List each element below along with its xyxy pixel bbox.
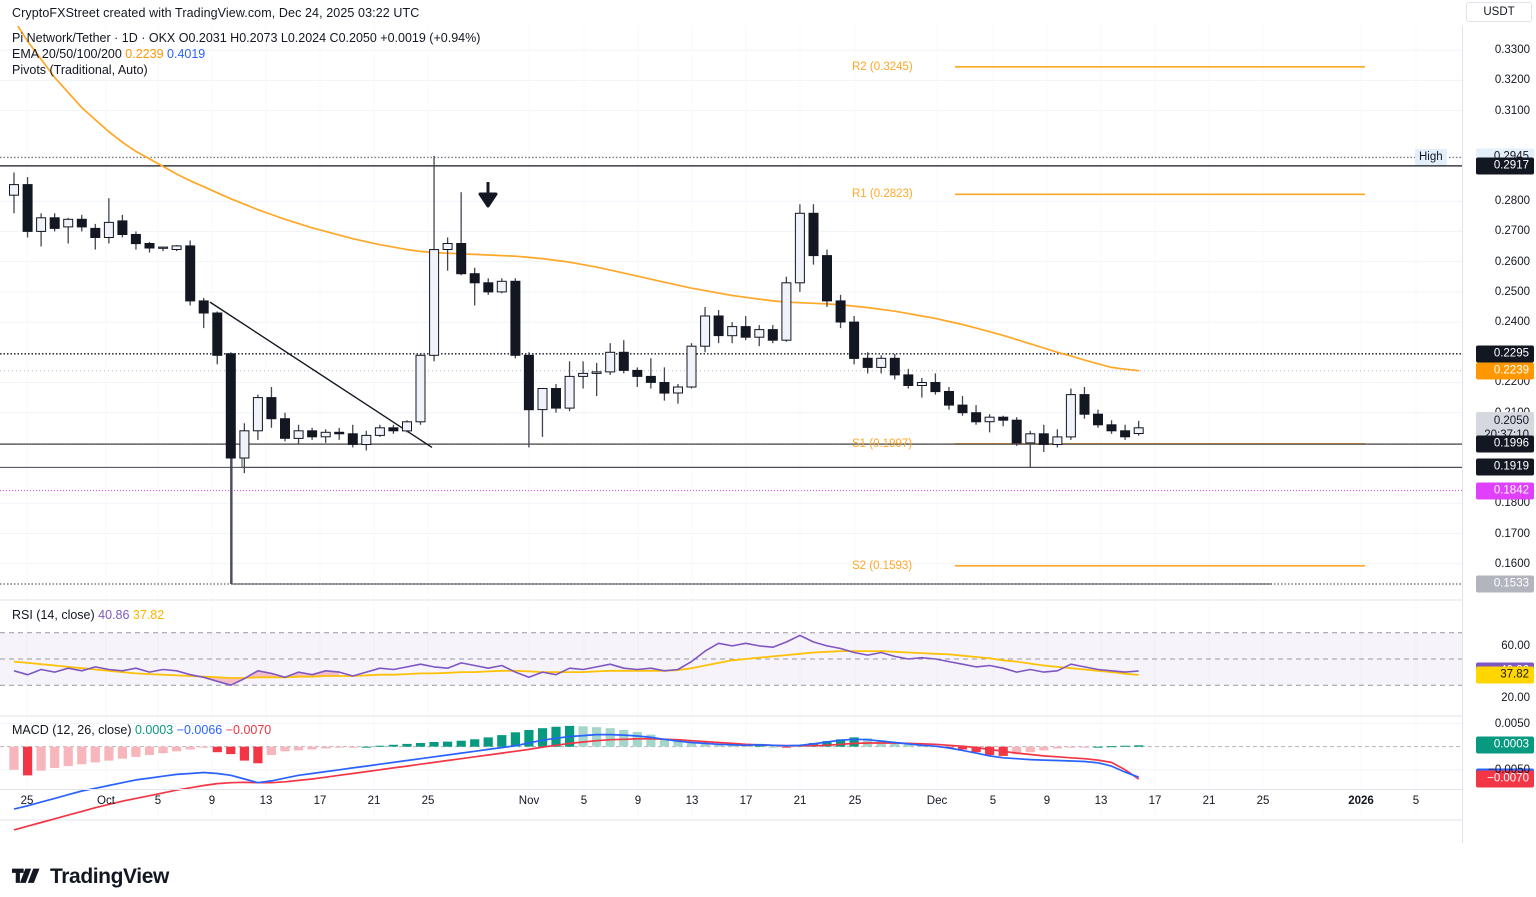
time-tick-21: 21 <box>1202 795 1216 807</box>
price-chart-svg <box>0 19 1462 831</box>
price-tick-0.2500: 0.2500 <box>1494 285 1530 298</box>
tradingview-wordmark: TradingView <box>50 865 169 888</box>
price-badge-value: 0.2050 <box>1493 414 1529 427</box>
macd-legend: MACD (12, 26, close) 0.0003 −0.0066 −0.0… <box>12 722 271 738</box>
time-tick-5: 5 <box>1412 795 1420 807</box>
price-tick-0.3300: 0.3300 <box>1494 44 1530 57</box>
time-tick-25: 25 <box>1256 795 1270 807</box>
rsi-tick-60.00: 60.00 <box>1501 639 1530 652</box>
price-tick-0.1600: 0.1600 <box>1494 557 1530 570</box>
time-tick-5: 5 <box>989 795 997 807</box>
price-tick-0.3200: 0.3200 <box>1494 74 1530 87</box>
legend-symbol: Pi Network/Tether · 1D · OKX <box>12 31 176 45</box>
time-tick-13: 13 <box>685 795 699 807</box>
time-tick-13: 13 <box>1094 795 1108 807</box>
attribution-text: CryptoFXStreet created with TradingView.… <box>12 6 420 20</box>
price-tick-0.2400: 0.2400 <box>1494 316 1530 329</box>
price-badge-0.1996: 0.1996 <box>1476 435 1534 453</box>
time-tick-13: 13 <box>259 795 273 807</box>
time-tick-17: 17 <box>739 795 753 807</box>
time-tick-Nov: Nov <box>518 795 540 807</box>
price-scale-unit: USDT <box>1466 2 1532 22</box>
macd-badge-0: 0.0003 <box>1476 736 1534 754</box>
price-tick-0.1800: 0.1800 <box>1494 497 1530 510</box>
legend-ema-value-1: 0.2239 <box>125 47 164 61</box>
time-tick-9: 9 <box>634 795 642 807</box>
macd-tick-0: 0.0050 <box>1494 717 1530 730</box>
legend-rsi-title: RSI (14, close) <box>12 608 95 622</box>
legend-ema-title: EMA 20/50/100/200 <box>12 47 122 61</box>
price-badge-0.1533: 0.1533 <box>1476 575 1534 593</box>
pivot-label-S1: S1 (0.1997) <box>852 437 913 450</box>
time-tick-25: 25 <box>20 795 34 807</box>
time-tick-21: 21 <box>367 795 381 807</box>
legend-rsi-value: 40.86 <box>98 608 130 622</box>
legend-rsi-ma-value: 37.82 <box>132 608 165 622</box>
time-tick-9: 9 <box>1043 795 1051 807</box>
legend-macd-hist-value: 0.0003 <box>134 723 174 737</box>
high-marker-label: High <box>1415 149 1447 166</box>
pivot-label-R1: R1 (0.2823) <box>852 188 913 201</box>
time-tick-25: 25 <box>421 795 435 807</box>
price-scale[interactable]: USDT 0.0003−0.0066−0.00700.0050−0.00500.… <box>1462 2 1536 843</box>
time-tick-Oct: Oct <box>97 795 115 807</box>
chart-area[interactable]: Pi Network/Tether · 1D · OKX O0.2031 H0.… <box>0 2 1536 843</box>
macd-tick-1: −0.0050 <box>1488 763 1530 776</box>
price-tick-0.2700: 0.2700 <box>1494 225 1530 238</box>
price-badge-0.1919: 0.1919 <box>1476 458 1534 476</box>
legend-macd-title: MACD (12, 26, close) <box>12 723 132 737</box>
rsi-tick-20.00: 20.00 <box>1501 692 1530 705</box>
time-tick-9: 9 <box>208 795 216 807</box>
macd-badge-2: −0.0070 <box>1476 770 1534 788</box>
price-badge-0.2295: 0.2295 <box>1476 345 1534 363</box>
legend-macd-line-value: −0.0066 <box>176 723 223 737</box>
tradingview-logo: TradingView <box>12 865 169 889</box>
price-tick-0.2200: 0.2200 <box>1494 376 1530 389</box>
legend-macd-signal-value: −0.0070 <box>225 723 272 737</box>
pivot-label-S2: S2 (0.1593) <box>852 559 913 572</box>
time-tick-2026: 2026 <box>1348 795 1374 807</box>
price-badge-0.2917: 0.2917 <box>1476 157 1534 175</box>
time-tick-5: 5 <box>154 795 162 807</box>
price-tick-0.1700: 0.1700 <box>1494 527 1530 540</box>
price-tick-0.2600: 0.2600 <box>1494 255 1530 268</box>
time-tick-25: 25 <box>848 795 862 807</box>
legend-pivots-title: Pivots (Traditional, Auto) <box>12 63 148 77</box>
time-tick-17: 17 <box>1148 795 1162 807</box>
price-badge-0.2239: 0.2239 <box>1476 362 1534 380</box>
time-axis[interactable]: 25 Oct 5 9 13 17 21 25 Nov 5 9 13 17 21 25 Dec 5 9 13 17 21 2… <box>0 789 1462 815</box>
price-tick-0.2800: 0.2800 <box>1494 195 1530 208</box>
price-tick-0.3100: 0.3100 <box>1494 104 1530 117</box>
time-tick-Dec: Dec <box>926 795 948 807</box>
rsi-legend: RSI (14, close) 40.86 37.82 <box>12 607 164 623</box>
tradingview-mark-icon <box>12 868 40 883</box>
price-plot[interactable]: Pi Network/Tether · 1D · OKX O0.2031 H0.… <box>0 19 1462 843</box>
time-tick-17: 17 <box>313 795 327 807</box>
pivot-label-R2: R2 (0.3245) <box>852 60 913 73</box>
time-tick-21: 21 <box>793 795 807 807</box>
legend-ema-value-2: 0.4019 <box>167 47 206 61</box>
rsi-badge-37.82: 37.82 <box>1476 666 1534 684</box>
legend-change: +0.0019 (+0.94%) <box>380 31 481 45</box>
main-legend: Pi Network/Tether · 1D · OKX O0.2031 H0.… <box>12 30 480 78</box>
time-tick-5: 5 <box>580 795 588 807</box>
legend-ohlc: O0.2031 H0.2073 L0.2024 C0.2050 <box>178 31 377 45</box>
price-badge-0.1842: 0.1842 <box>1476 482 1534 500</box>
